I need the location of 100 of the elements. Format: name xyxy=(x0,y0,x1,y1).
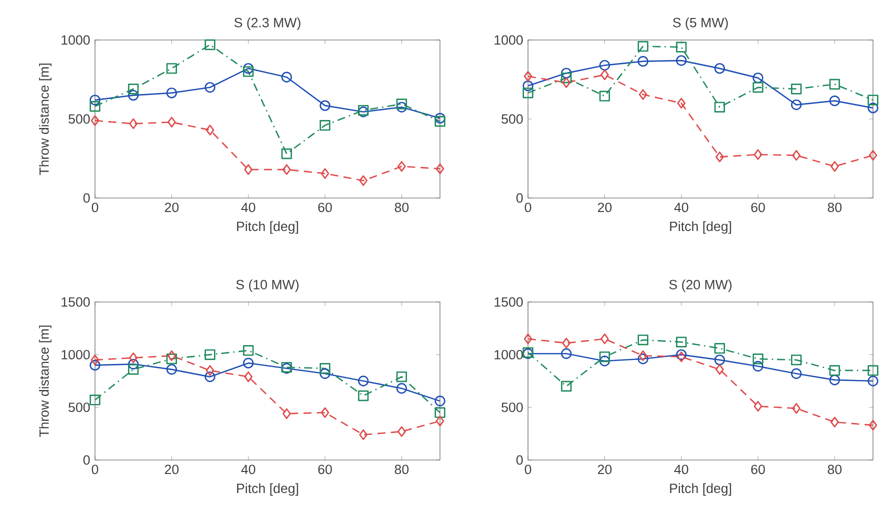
point xyxy=(599,351,610,362)
point xyxy=(561,348,572,359)
point xyxy=(129,118,138,130)
x-tick-label: 80 xyxy=(828,464,842,474)
point xyxy=(754,149,762,160)
point xyxy=(599,90,610,102)
y-tick-label: 0 xyxy=(516,455,523,465)
point xyxy=(638,56,648,67)
chart-title: S (10 MW) xyxy=(236,280,299,292)
point xyxy=(676,336,687,348)
point xyxy=(792,403,800,414)
x-tick-label: 60 xyxy=(751,202,765,212)
point xyxy=(868,420,878,431)
point xyxy=(790,84,802,94)
x-tick-label: 0 xyxy=(92,464,98,474)
point xyxy=(434,407,446,418)
x-tick-label: 0 xyxy=(92,202,98,212)
point xyxy=(166,364,177,375)
point xyxy=(282,164,291,175)
point xyxy=(600,334,609,344)
x-tick-label: 80 xyxy=(394,464,409,474)
point xyxy=(436,163,444,174)
point xyxy=(396,383,407,394)
point xyxy=(358,376,369,386)
point xyxy=(206,365,214,376)
point xyxy=(90,394,100,406)
point xyxy=(561,380,572,392)
point xyxy=(434,116,446,127)
y-axis-title: Throw distance [m] xyxy=(39,64,52,176)
y-tick-label: 500 xyxy=(502,402,523,412)
point xyxy=(676,55,687,66)
point xyxy=(166,354,177,364)
point xyxy=(752,82,764,93)
y-axis-title: Throw distance [m] xyxy=(39,326,52,438)
point xyxy=(638,40,648,52)
point xyxy=(359,429,368,440)
point xyxy=(868,94,878,106)
point xyxy=(715,364,724,375)
point xyxy=(320,368,330,379)
point xyxy=(676,42,687,52)
point xyxy=(242,63,254,74)
y-tick-label: 1500 xyxy=(62,297,90,307)
chart-title: S (5 MW) xyxy=(672,18,728,30)
point xyxy=(282,408,291,419)
point xyxy=(358,390,369,402)
x-tick-label: 40 xyxy=(674,464,688,474)
point xyxy=(714,102,725,112)
x-axis-title: Pitch [deg] xyxy=(237,483,298,496)
point xyxy=(128,358,139,370)
point xyxy=(166,88,177,98)
point xyxy=(242,66,254,77)
point xyxy=(396,371,407,382)
x-tick-label: 80 xyxy=(394,202,409,212)
point xyxy=(562,338,571,348)
point xyxy=(128,364,139,375)
point xyxy=(167,350,176,362)
x-tick-label: 60 xyxy=(318,464,332,474)
x-tick-label: 60 xyxy=(751,464,765,474)
point xyxy=(397,426,406,437)
point xyxy=(90,115,100,126)
point xyxy=(522,80,534,92)
point xyxy=(715,152,724,162)
x-tick-label: 40 xyxy=(241,202,256,212)
point xyxy=(204,39,216,50)
point xyxy=(868,150,878,161)
point xyxy=(868,365,878,376)
point xyxy=(90,101,100,112)
y-tick-label: 0 xyxy=(516,193,523,203)
point xyxy=(434,396,446,406)
point xyxy=(638,334,648,346)
point xyxy=(204,371,216,382)
point xyxy=(790,99,802,110)
y-tick-label: 500 xyxy=(68,114,90,124)
y-tick-label: 1000 xyxy=(62,35,90,45)
x-tick-label: 40 xyxy=(241,464,256,474)
point xyxy=(600,69,609,80)
point xyxy=(599,356,610,366)
x-tick-label: 40 xyxy=(674,202,688,212)
x-axis-title: Pitch [deg] xyxy=(670,483,732,496)
chart-title: S (20 MW) xyxy=(669,280,732,292)
point xyxy=(524,334,532,344)
point xyxy=(281,72,292,82)
y-tick-label: 0 xyxy=(83,455,90,465)
point xyxy=(204,349,216,360)
point xyxy=(359,175,368,186)
point xyxy=(638,350,648,362)
x-tick-label: 80 xyxy=(828,202,842,212)
y-tick-label: 500 xyxy=(502,114,523,124)
x-tick-label: 0 xyxy=(524,464,532,474)
point xyxy=(561,68,572,79)
point xyxy=(524,71,532,82)
point xyxy=(868,376,878,386)
point xyxy=(90,94,100,106)
point xyxy=(281,148,292,160)
x-tick-label: 20 xyxy=(164,464,179,474)
point xyxy=(90,354,100,366)
point xyxy=(754,400,762,412)
y-tick-label: 1000 xyxy=(494,35,523,45)
point xyxy=(752,360,764,372)
point xyxy=(638,354,648,364)
